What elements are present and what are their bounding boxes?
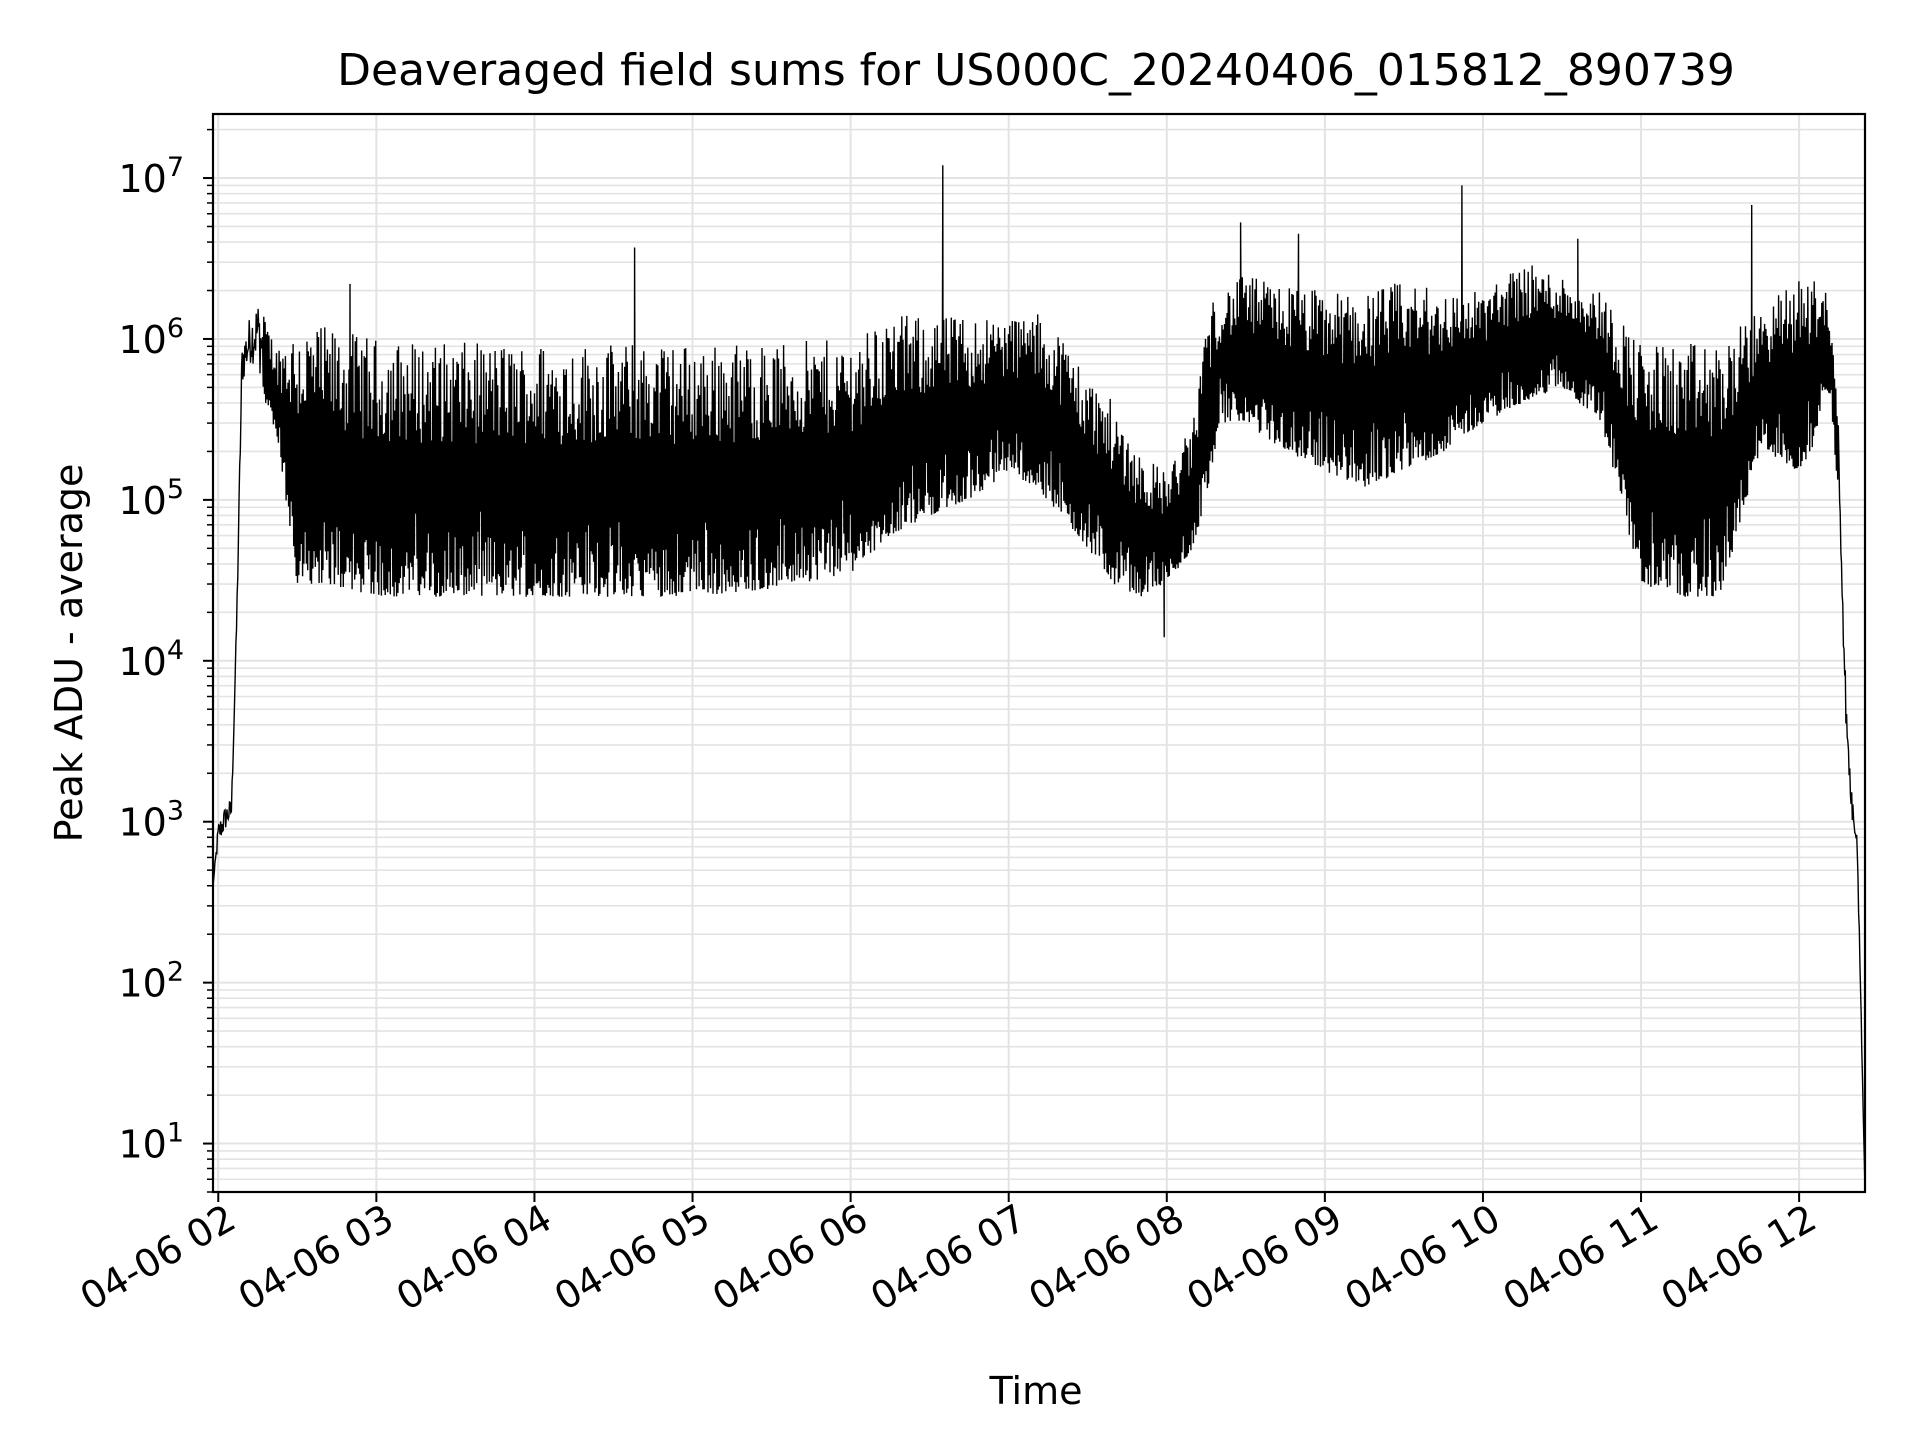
y-tick-label: 107 — [118, 152, 184, 201]
y-tick-label-exponent: 4 — [167, 635, 184, 666]
y-tick-label-base: 10 — [118, 479, 166, 523]
y-tick-label: 102 — [118, 957, 184, 1006]
series-line — [212, 165, 1866, 1193]
y-tick-label: 103 — [118, 796, 184, 845]
chart-title: Deaveraged field sums for US000C_2024040… — [337, 45, 1735, 96]
y-tick-label: 104 — [118, 635, 184, 684]
y-tick-label-base: 10 — [118, 801, 166, 845]
y-tick-label: 105 — [118, 474, 184, 523]
y-tick-label-exponent: 3 — [167, 796, 184, 827]
y-tick-label-exponent: 2 — [167, 957, 184, 988]
plot-frame — [211, 112, 1867, 1194]
grid-lines — [213, 114, 1865, 1193]
y-tick-label-exponent: 7 — [167, 152, 184, 183]
y-tick-label-exponent: 6 — [167, 313, 184, 344]
y-tick-label: 106 — [118, 313, 184, 362]
series-group — [212, 165, 1866, 1193]
y-tick-label-base: 10 — [118, 640, 166, 684]
y-tick-label-base: 10 — [118, 1123, 166, 1167]
x-axis-label: Time — [989, 1369, 1083, 1413]
y-axis-label: Peak ADU - average — [47, 464, 91, 843]
y-tick-label-base: 10 — [118, 962, 166, 1006]
y-tick-label-base: 10 — [118, 318, 166, 362]
y-tick-label-base: 10 — [118, 157, 166, 201]
y-tick-label-exponent: 5 — [167, 474, 184, 505]
y-tick-label-exponent: 1 — [167, 1118, 184, 1149]
y-tick-label: 101 — [118, 1118, 184, 1167]
